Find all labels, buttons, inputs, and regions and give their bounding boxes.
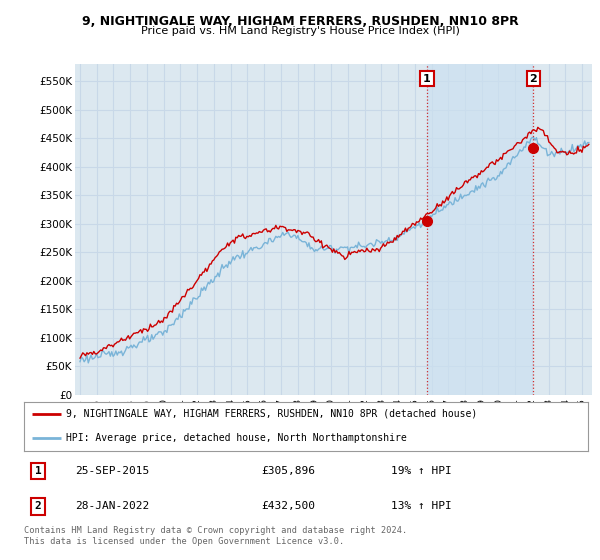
Text: 2: 2 [35,501,41,511]
Text: 25-SEP-2015: 25-SEP-2015 [75,466,149,476]
Text: 2: 2 [529,74,537,83]
Bar [427,64,533,395]
Text: 9, NIGHTINGALE WAY, HIGHAM FERRERS, RUSHDEN, NN10 8PR: 9, NIGHTINGALE WAY, HIGHAM FERRERS, RUSH… [82,15,518,28]
Text: Contains HM Land Registry data © Crown copyright and database right 2024.
This d: Contains HM Land Registry data © Crown c… [24,526,407,546]
Text: HPI: Average price, detached house, North Northamptonshire: HPI: Average price, detached house, Nort… [66,433,407,444]
Text: £305,896: £305,896 [261,466,315,476]
Text: Price paid vs. HM Land Registry's House Price Index (HPI): Price paid vs. HM Land Registry's House … [140,26,460,36]
Text: 1: 1 [423,74,431,83]
Text: 13% ↑ HPI: 13% ↑ HPI [391,501,451,511]
Text: 1: 1 [35,466,41,476]
Text: 9, NIGHTINGALE WAY, HIGHAM FERRERS, RUSHDEN, NN10 8PR (detached house): 9, NIGHTINGALE WAY, HIGHAM FERRERS, RUSH… [66,409,478,419]
Text: 19% ↑ HPI: 19% ↑ HPI [391,466,451,476]
Text: 28-JAN-2022: 28-JAN-2022 [75,501,149,511]
Text: £432,500: £432,500 [261,501,315,511]
